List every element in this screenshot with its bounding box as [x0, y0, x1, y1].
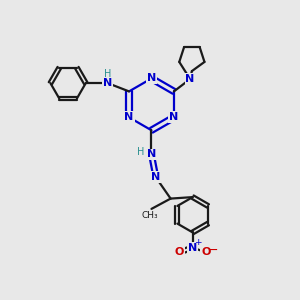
Text: N: N [188, 243, 197, 253]
Text: N: N [185, 74, 195, 84]
Text: N: N [103, 78, 112, 88]
Text: H: H [137, 147, 145, 157]
Text: CH₃: CH₃ [142, 211, 158, 220]
Text: N: N [151, 172, 160, 182]
Text: −: − [208, 244, 219, 257]
Text: N: N [124, 112, 134, 122]
Text: O: O [201, 247, 211, 257]
Text: N: N [169, 112, 178, 122]
Text: O: O [175, 247, 184, 257]
Text: N: N [147, 74, 156, 83]
Text: H: H [103, 69, 111, 79]
Text: N: N [147, 149, 156, 159]
Text: +: + [194, 238, 201, 247]
